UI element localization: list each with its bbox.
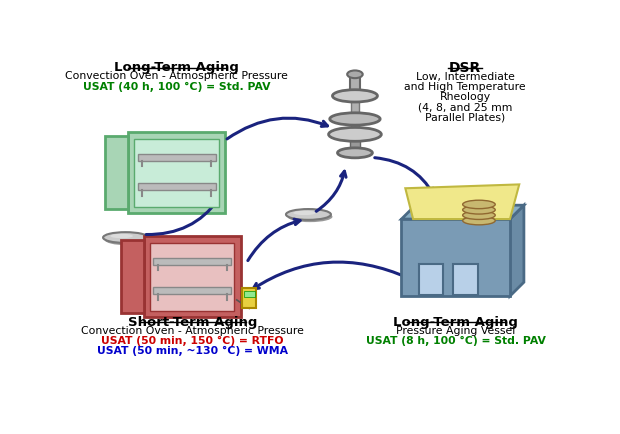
- Text: and High Temperature: and High Temperature: [404, 82, 526, 92]
- Text: Rheology: Rheology: [440, 92, 490, 102]
- FancyBboxPatch shape: [351, 120, 359, 137]
- FancyBboxPatch shape: [150, 243, 234, 311]
- Text: Short-Term Aging: Short-Term Aging: [128, 315, 257, 328]
- FancyBboxPatch shape: [153, 288, 231, 294]
- Ellipse shape: [288, 212, 332, 223]
- FancyBboxPatch shape: [135, 139, 219, 207]
- FancyBboxPatch shape: [242, 289, 256, 309]
- Ellipse shape: [330, 114, 380, 126]
- Ellipse shape: [337, 148, 373, 158]
- Ellipse shape: [293, 211, 316, 216]
- Ellipse shape: [332, 91, 378, 103]
- Ellipse shape: [463, 211, 495, 220]
- FancyBboxPatch shape: [153, 258, 231, 265]
- FancyBboxPatch shape: [350, 75, 360, 97]
- Polygon shape: [510, 206, 524, 296]
- FancyBboxPatch shape: [244, 291, 255, 297]
- FancyBboxPatch shape: [350, 135, 360, 152]
- Ellipse shape: [463, 217, 495, 225]
- Text: USAT (50 min, 150 °C) = RTFO: USAT (50 min, 150 °C) = RTFO: [101, 335, 283, 345]
- Text: Parallel Plates): Parallel Plates): [425, 112, 505, 122]
- FancyBboxPatch shape: [138, 155, 216, 161]
- Text: Long-Term Aging: Long-Term Aging: [114, 61, 239, 74]
- FancyBboxPatch shape: [418, 264, 443, 295]
- Ellipse shape: [329, 128, 381, 142]
- FancyBboxPatch shape: [144, 237, 241, 318]
- FancyBboxPatch shape: [138, 184, 216, 191]
- FancyBboxPatch shape: [402, 220, 510, 296]
- Text: USAT (40 h, 100 °C) = Std. PAV: USAT (40 h, 100 °C) = Std. PAV: [83, 81, 270, 91]
- Text: DSR: DSR: [449, 61, 481, 75]
- Text: Convection Oven - Atmospheric Pressure: Convection Oven - Atmospheric Pressure: [65, 71, 288, 81]
- Ellipse shape: [347, 71, 363, 79]
- Text: USAT (8 h, 100 °C) = Std. PAV: USAT (8 h, 100 °C) = Std. PAV: [366, 335, 546, 345]
- FancyBboxPatch shape: [453, 264, 478, 295]
- Text: USAT (50 min, ~130 °C) = WMA: USAT (50 min, ~130 °C) = WMA: [97, 345, 288, 355]
- Ellipse shape: [463, 201, 495, 209]
- Polygon shape: [120, 241, 144, 314]
- FancyBboxPatch shape: [351, 97, 359, 121]
- Ellipse shape: [110, 234, 133, 239]
- Text: (4, 8, and 25 mm: (4, 8, and 25 mm: [418, 102, 512, 112]
- Polygon shape: [402, 206, 524, 220]
- Ellipse shape: [286, 210, 331, 220]
- Text: Low, Intermediate: Low, Intermediate: [415, 72, 515, 82]
- Ellipse shape: [463, 206, 495, 214]
- Text: Long-Term Aging: Long-Term Aging: [393, 315, 518, 328]
- Text: Convection Oven - Atmospheric Pressure: Convection Oven - Atmospheric Pressure: [81, 326, 304, 335]
- Polygon shape: [105, 137, 128, 210]
- Polygon shape: [405, 185, 520, 220]
- Text: Pressure Aging Vessel: Pressure Aging Vessel: [396, 326, 515, 335]
- Ellipse shape: [103, 233, 148, 243]
- FancyBboxPatch shape: [128, 133, 225, 214]
- Ellipse shape: [105, 235, 149, 246]
